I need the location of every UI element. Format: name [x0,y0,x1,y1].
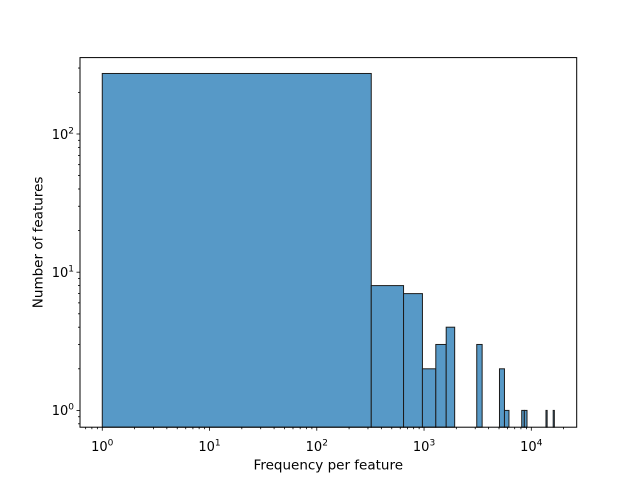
x-axis-tick-labels: 100 101 102 103 104 [91,439,543,456]
histogram-bar [445,326,456,428]
tick-label: 100 [91,439,114,456]
tick-label: 103 [413,439,435,456]
histogram-bar [552,409,555,428]
tick-label: 101 [198,439,220,456]
tick-label: 102 [52,126,74,143]
plot-frame [79,57,578,428]
y-axis-label: Number of features [31,177,47,309]
histogram-bar [403,293,423,428]
histogram-bar [435,343,447,428]
histogram-bar [370,285,405,428]
tick-label: 101 [52,265,74,282]
x-axis-label: Frequency per feature [254,458,404,474]
tick-label: 100 [52,403,75,420]
histogram-bar [421,368,437,428]
tick-label: 102 [306,439,328,456]
histogram-bar [498,368,505,428]
histogram-bar [476,343,483,428]
tick-label: 104 [520,439,543,456]
histogram-bar [545,409,548,428]
histogram-bar [503,409,510,428]
histogram-bar [101,72,372,428]
histogram-bar [523,409,528,428]
bars-layer [101,72,555,428]
y-axis-tick-labels: 100 101 102 [52,126,75,419]
